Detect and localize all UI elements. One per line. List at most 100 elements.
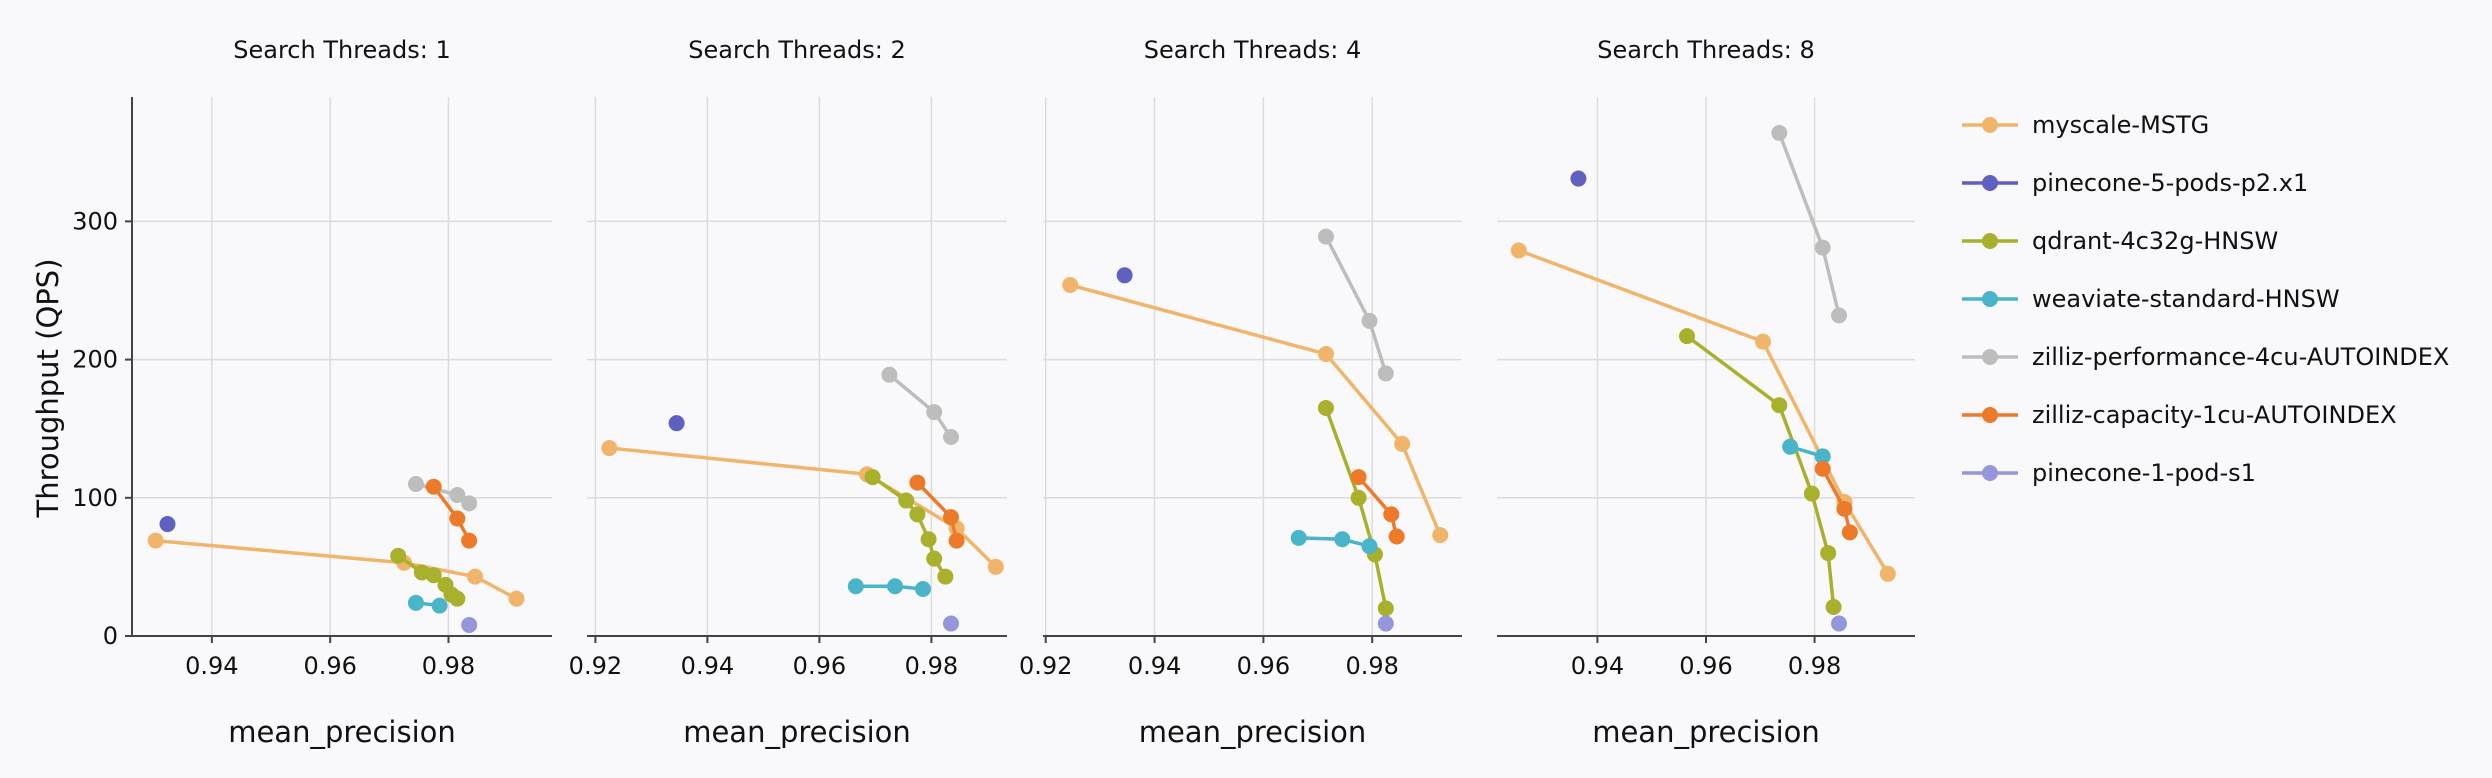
data-point: [1510, 242, 1527, 259]
data-point: [1377, 615, 1394, 632]
data-point: [407, 475, 424, 492]
series-line: [1685, 334, 1836, 608]
data-point: [407, 594, 424, 611]
data-point: [1361, 538, 1378, 555]
data-point: [909, 506, 926, 523]
x-tick-label: 0.94: [1128, 652, 1181, 680]
data-point: [467, 568, 484, 585]
series-pinecone-1-pod-s1: [1831, 615, 1847, 632]
series-pinecone-1-pod-s1: [1377, 615, 1394, 632]
series-zilliz-performance-4cu-autoindex: [881, 366, 959, 445]
y-tick-label: 300: [72, 207, 118, 235]
data-point: [1394, 435, 1411, 452]
y-tick-label: 100: [72, 484, 118, 512]
series-zilliz-performance-4cu-autoindex: [1317, 228, 1394, 382]
data-point: [390, 547, 407, 564]
series-pinecone-5-pods-p2-x1: [1116, 267, 1133, 284]
series-weaviate-standard-hnsw: [1290, 529, 1378, 555]
series-pinecone-1-pod-s1: [461, 616, 478, 633]
series-weaviate-standard-hnsw: [1782, 438, 1831, 465]
data-point: [425, 478, 442, 495]
legend-item-zilliz-capacity-1cu-autoindex[interactable]: zilliz-capacity-1cu-AUTOINDEX: [1962, 401, 2397, 429]
data-point: [920, 531, 937, 548]
data-point: [1771, 397, 1788, 414]
data-point: [668, 415, 685, 432]
series-pinecone-5-pods-p2-x1: [159, 516, 176, 533]
data-point: [449, 510, 466, 527]
data-point: [461, 532, 478, 549]
data-point: [1388, 528, 1405, 545]
data-point: [1116, 267, 1133, 284]
data-point: [147, 532, 164, 549]
series-qdrant-4c32g-hnsw: [1679, 328, 1842, 615]
data-point: [1825, 598, 1842, 615]
x-tick-label: 0.92: [569, 652, 622, 680]
legend-item-qdrant-4c32g-hnsw[interactable]: qdrant-4c32g-HNSW: [1962, 227, 2278, 255]
legend-item-pinecone-1-pod-s1[interactable]: pinecone-1-pod-s1: [1962, 459, 2256, 487]
series-zilliz-capacity-1cu-autoindex: [1350, 469, 1405, 545]
data-point: [881, 366, 898, 383]
series-qdrant-4c32g-hnsw: [1317, 399, 1394, 617]
data-point: [926, 404, 943, 421]
data-point: [1814, 460, 1831, 477]
series-zilliz-performance-4cu-autoindex: [1771, 124, 1847, 324]
series-pinecone-1-pod-s1: [943, 615, 959, 632]
x-tick-label: 0.94: [681, 652, 734, 680]
panel-3: Search Threads: 4 0.92 0.94 0.96 0.98 mean_pr…: [1019, 36, 1462, 749]
panel-title: Search Threads: 4: [1144, 36, 1362, 64]
data-point: [1782, 438, 1799, 455]
panel-title: Search Threads: 8: [1597, 36, 1815, 64]
x-tick-label: 0.94: [185, 652, 238, 680]
legend-item-weaviate-standard-hnsw[interactable]: weaviate-standard-HNSW: [1962, 285, 2340, 313]
data-point: [943, 615, 959, 632]
data-point: [1820, 545, 1837, 562]
series-zilliz-capacity-1cu-autoindex: [425, 478, 478, 549]
x-axis-title: mean_precision: [1592, 715, 1820, 749]
legend-label: myscale-MSTG: [2032, 111, 2209, 139]
data-point: [948, 532, 965, 549]
legend-item-pinecone-5-pods-p2-x1[interactable]: pinecone-5-pods-p2.x1: [1962, 169, 2308, 197]
data-point: [431, 597, 448, 614]
panel-1: Search Threads: 1 0 100 200 300 0.94 0.96 0.98 m…: [72, 36, 552, 749]
x-axis-title: mean_precision: [683, 715, 911, 749]
x-tick-label: 0.98: [905, 652, 958, 680]
data-point: [1317, 399, 1334, 416]
legend-marker: [1982, 407, 1998, 423]
panel-title: Search Threads: 1: [233, 36, 451, 64]
x-axis-title: mean_precision: [228, 715, 456, 749]
series-qdrant-4c32g-hnsw: [390, 547, 466, 607]
data-point: [461, 495, 478, 512]
data-point: [1570, 170, 1587, 187]
x-tick-label: 0.98: [1788, 652, 1841, 680]
legend-item-zilliz-performance-4cu-autoindex[interactable]: zilliz-performance-4cu-AUTOINDEX: [1962, 343, 2449, 371]
legend-marker: [1982, 349, 1998, 365]
legend-item-myscale-mstg[interactable]: myscale-MSTG: [1962, 111, 2209, 139]
series-line: [1324, 407, 1388, 609]
series-line: [1069, 283, 1442, 536]
panel-4: Search Threads: 8 0.94 0.96 0.98 mean_precis…: [1497, 36, 1915, 749]
legend-marker: [1982, 233, 1998, 249]
legend-label: pinecone-1-pod-s1: [2032, 459, 2256, 487]
x-tick-label: 0.98: [1345, 652, 1398, 680]
data-point: [1814, 448, 1831, 465]
series-line: [1518, 248, 1890, 575]
data-point: [1350, 469, 1367, 486]
data-point: [461, 616, 478, 633]
data-point: [449, 590, 466, 607]
data-point: [1836, 500, 1853, 517]
y-tick-label: 200: [72, 346, 118, 374]
data-point: [601, 440, 618, 457]
data-point: [1831, 307, 1847, 324]
data-point: [943, 428, 959, 445]
data-point: [449, 487, 466, 504]
series-line: [888, 373, 953, 438]
data-point: [159, 516, 176, 533]
data-point: [887, 578, 903, 595]
legend-label: zilliz-performance-4cu-AUTOINDEX: [2032, 343, 2449, 371]
data-point: [847, 578, 864, 595]
data-point: [1803, 485, 1820, 502]
data-point: [1062, 276, 1079, 293]
legend-label: qdrant-4c32g-HNSW: [2032, 227, 2278, 255]
y-axis-title: Throughput (QPS): [31, 258, 65, 518]
data-point: [909, 474, 926, 491]
